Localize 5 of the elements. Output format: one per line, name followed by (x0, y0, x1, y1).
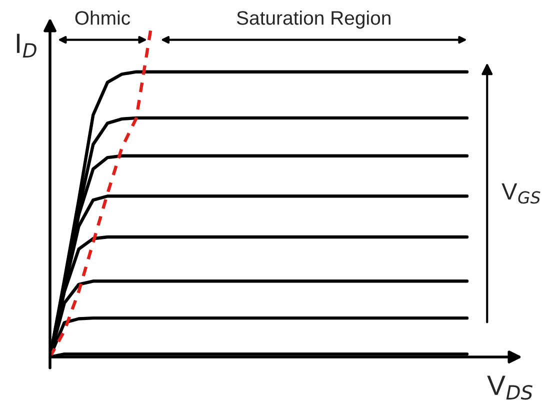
x-axis-title: V$_{DS}$ (487, 376, 532, 400)
y-axis-title: I$_{D}$ (16, 34, 36, 58)
text: V$_{GS}$ (502, 183, 540, 204)
text: Saturation Region (236, 10, 390, 29)
text: Ohmic (75, 10, 130, 25)
